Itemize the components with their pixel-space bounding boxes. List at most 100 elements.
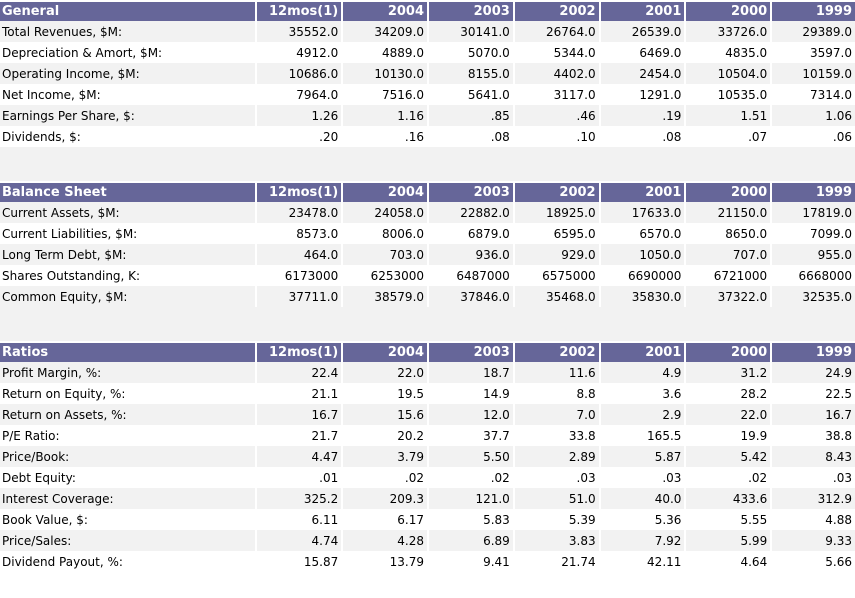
- table-row: Total Revenues, $M: 35552.0 34209.0 30141.0…: [0, 21, 855, 42]
- column-header-year: 2003: [429, 181, 515, 202]
- value-cell: 5.39: [514, 509, 601, 530]
- value-cell: 464.0: [257, 244, 344, 265]
- column-header-year: 2000: [686, 181, 773, 202]
- value-cell: .07: [686, 126, 773, 147]
- value-cell: 22.4: [257, 362, 344, 383]
- row-label: Return on Assets, %:: [0, 404, 258, 425]
- value-cell: .10: [514, 126, 601, 147]
- column-header-year: 1999: [772, 0, 855, 21]
- value-cell: 6.89: [429, 530, 515, 551]
- spacer-cell: [0, 147, 855, 181]
- value-cell: .19: [600, 105, 687, 126]
- value-cell: 10159.0: [772, 63, 855, 84]
- value-cell: 4912.0: [257, 42, 344, 63]
- row-label: Net Income, $M:: [0, 84, 258, 105]
- row-label: Earnings Per Share, $:: [0, 105, 258, 126]
- section-title: Ratios: [0, 341, 258, 362]
- value-cell: 5.42: [686, 446, 773, 467]
- value-cell: 8155.0: [429, 63, 515, 84]
- ratios-table: Ratios 12mos(1) 2004 2003 2002 2001 2000 1999 Pr…: [0, 341, 855, 572]
- row-label: Operating Income, $M:: [0, 63, 258, 84]
- value-cell: 28.2: [686, 383, 773, 404]
- value-cell: 17819.0: [772, 202, 855, 223]
- column-header-year: 1999: [772, 181, 855, 202]
- column-header-year: 2002: [514, 181, 601, 202]
- value-cell: 3.6: [600, 383, 687, 404]
- value-cell: 5.99: [686, 530, 773, 551]
- table-row: Price/Book: 4.47 3.79 5.50 2.89 5.87 5.42 8.43: [0, 446, 855, 467]
- row-label: Long Term Debt, $M:: [0, 244, 258, 265]
- row-label: Current Liabilities, $M:: [0, 223, 258, 244]
- value-cell: 4.9: [600, 362, 687, 383]
- value-cell: 7.0: [514, 404, 601, 425]
- value-cell: 15.6: [343, 404, 430, 425]
- value-cell: 6253000: [343, 265, 430, 286]
- table-row: Debt Equity: .01.02.02.03.03.02.03: [0, 467, 855, 488]
- value-cell: 19.5: [343, 383, 430, 404]
- table-row: Dividends, $: .20.16.08.10.08.07.06: [0, 126, 855, 147]
- value-cell: 8.43: [772, 446, 855, 467]
- value-cell: 8650.0: [686, 223, 773, 244]
- table-row: Interest Coverage: 325.2 209.3 121.0 51.0 40.…: [0, 488, 855, 509]
- value-cell: 9.41: [429, 551, 515, 572]
- value-cell: 936.0: [429, 244, 515, 265]
- section-title: General: [0, 0, 258, 21]
- row-label: Book Value, $:: [0, 509, 258, 530]
- value-cell: 325.2: [257, 488, 344, 509]
- value-cell: 37711.0: [257, 286, 344, 307]
- value-cell: 35468.0: [514, 286, 601, 307]
- value-cell: 1.26: [257, 105, 344, 126]
- value-cell: 5.83: [429, 509, 515, 530]
- row-label: Dividends, $:: [0, 126, 258, 147]
- value-cell: 26764.0: [514, 21, 601, 42]
- column-header-year: 2004: [343, 181, 430, 202]
- row-label: Debt Equity:: [0, 467, 258, 488]
- column-header-year: 2002: [514, 0, 601, 21]
- value-cell: 707.0: [686, 244, 773, 265]
- table-row: Earnings Per Share, $: 1.26 1.16.85.46.19 1…: [0, 105, 855, 126]
- value-cell: .16: [343, 126, 430, 147]
- value-cell: 38.8: [772, 425, 855, 446]
- value-cell: 165.5: [600, 425, 687, 446]
- balance-sheet-table: Balance Sheet 12mos(1) 2004 2003 2002 2001 200…: [0, 181, 855, 341]
- table-row: Shares Outstanding, K: 6173000 6253000 6487…: [0, 265, 855, 286]
- value-cell: 6575000: [514, 265, 601, 286]
- value-cell: 9.33: [772, 530, 855, 551]
- value-cell: 1.16: [343, 105, 430, 126]
- value-cell: 21.1: [257, 383, 344, 404]
- value-cell: 4889.0: [343, 42, 430, 63]
- table-row: Dividend Payout, %: 15.87 13.79 9.41 21.74 42…: [0, 551, 855, 572]
- value-cell: 10535.0: [686, 84, 773, 105]
- value-cell: .06: [772, 126, 855, 147]
- value-cell: 24.9: [772, 362, 855, 383]
- value-cell: 16.7: [257, 404, 344, 425]
- value-cell: 37322.0: [686, 286, 773, 307]
- general-section: General 12mos(1) 2004 2003 2002 2001 2000 1999 T…: [0, 0, 855, 181]
- value-cell: 955.0: [772, 244, 855, 265]
- value-cell: .02: [343, 467, 430, 488]
- value-cell: .20: [257, 126, 344, 147]
- section-spacer: [0, 307, 855, 341]
- value-cell: 24058.0: [343, 202, 430, 223]
- value-cell: .08: [600, 126, 687, 147]
- value-cell: 34209.0: [343, 21, 430, 42]
- value-cell: 19.9: [686, 425, 773, 446]
- value-cell: 21.7: [257, 425, 344, 446]
- value-cell: 3117.0: [514, 84, 601, 105]
- value-cell: 6.17: [343, 509, 430, 530]
- column-header-year: 2000: [686, 0, 773, 21]
- column-header-year: 2003: [429, 0, 515, 21]
- value-cell: .46: [514, 105, 601, 126]
- value-cell: 5641.0: [429, 84, 515, 105]
- value-cell: .02: [686, 467, 773, 488]
- value-cell: 17633.0: [600, 202, 687, 223]
- value-cell: 10504.0: [686, 63, 773, 84]
- section-spacer: [0, 147, 855, 181]
- value-cell: 6879.0: [429, 223, 515, 244]
- column-header-year: 12mos(1): [257, 181, 344, 202]
- column-header-year: 2004: [343, 0, 430, 21]
- value-cell: 4402.0: [514, 63, 601, 84]
- value-cell: 3597.0: [772, 42, 855, 63]
- value-cell: 33726.0: [686, 21, 773, 42]
- general-table: General 12mos(1) 2004 2003 2002 2001 2000 1999 T…: [0, 0, 855, 181]
